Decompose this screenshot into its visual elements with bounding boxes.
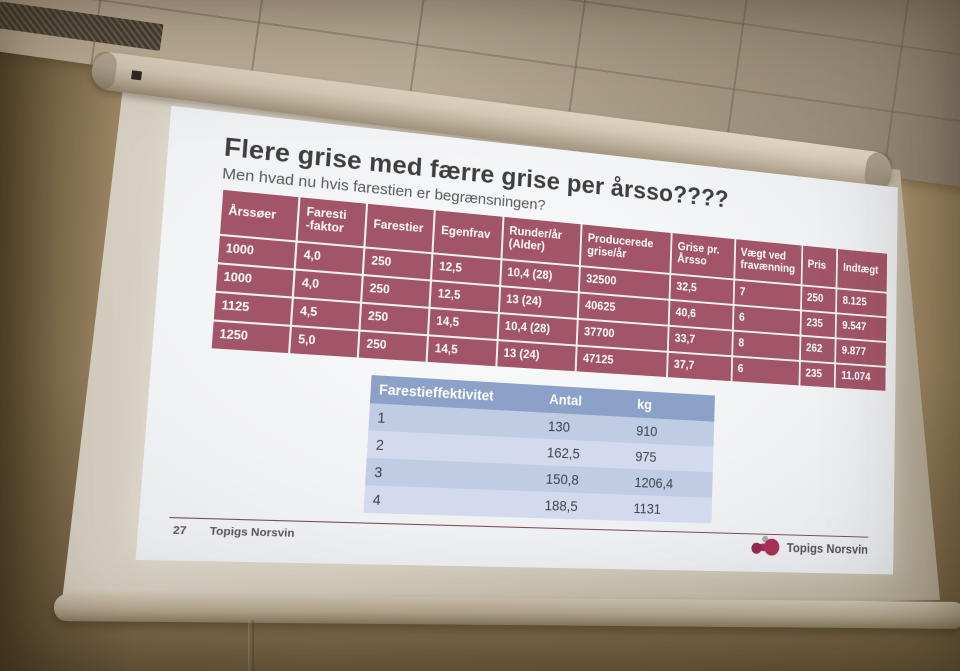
table-cell: 250	[358, 330, 429, 362]
table-cell: 975	[627, 442, 714, 473]
roller-housing-sensor	[131, 70, 143, 81]
column-header: Runder/år (Alder)	[501, 216, 582, 267]
column-header: Egenfrav	[432, 210, 504, 260]
column-header: Farestier	[364, 203, 436, 254]
table-cell: 37,7	[667, 351, 732, 382]
table-cell: 11.074	[835, 363, 886, 391]
table-cell: 235	[800, 310, 837, 339]
table-cell: 14,5	[426, 335, 498, 367]
topigs-norsvin-logo-icon	[751, 535, 780, 556]
table-cell: 150,8	[537, 464, 628, 495]
table-cell: 262	[799, 335, 836, 364]
logo-text: Topigs Norsvin	[786, 539, 869, 557]
table-cell: 1250	[211, 320, 292, 354]
projected-slide: Flere grise med færre grise per årsso???…	[135, 105, 898, 575]
table-cell: 250	[800, 285, 837, 314]
column-header: Faresti -faktor	[297, 197, 368, 248]
table-cell: 47125	[575, 345, 668, 378]
column-header: Grise pr. Årsso	[670, 233, 735, 280]
table-cell: 235	[799, 360, 836, 388]
table-cell: 9.877	[835, 338, 886, 367]
column-header: Vægt ved fravænning	[733, 239, 802, 286]
column-header: Indtægt	[836, 248, 888, 293]
topigs-norsvin-logo: Topigs Norsvin	[750, 533, 868, 561]
column-header: Pris	[801, 245, 838, 289]
table-cell: 6	[731, 356, 800, 386]
table-cell: 1206,4	[626, 468, 713, 498]
table-cell: 4	[363, 485, 538, 519]
table-cell: 188,5	[536, 491, 627, 521]
table-cell: 1131	[625, 494, 713, 524]
table-cell: 910	[628, 417, 715, 447]
table-cell: 13 (24)	[496, 340, 577, 372]
slide-content: Flere grise med færre grise per årsso???…	[135, 105, 898, 575]
column-header: Årssøer	[220, 189, 300, 242]
table-cell: 9.547	[835, 313, 887, 343]
table-cell: 5,0	[289, 325, 360, 358]
table-cell: 162,5	[538, 438, 629, 469]
ceiling-vent-grille	[0, 1, 164, 52]
wall-panel-seam	[248, 620, 254, 671]
page-number: 27	[172, 523, 187, 538]
farrowing-efficiency-table: Farestieffektivitet Antal kg 1 130 910 2 162,5 9…	[363, 375, 715, 524]
footer-brand: Topigs Norsvin	[209, 524, 295, 541]
